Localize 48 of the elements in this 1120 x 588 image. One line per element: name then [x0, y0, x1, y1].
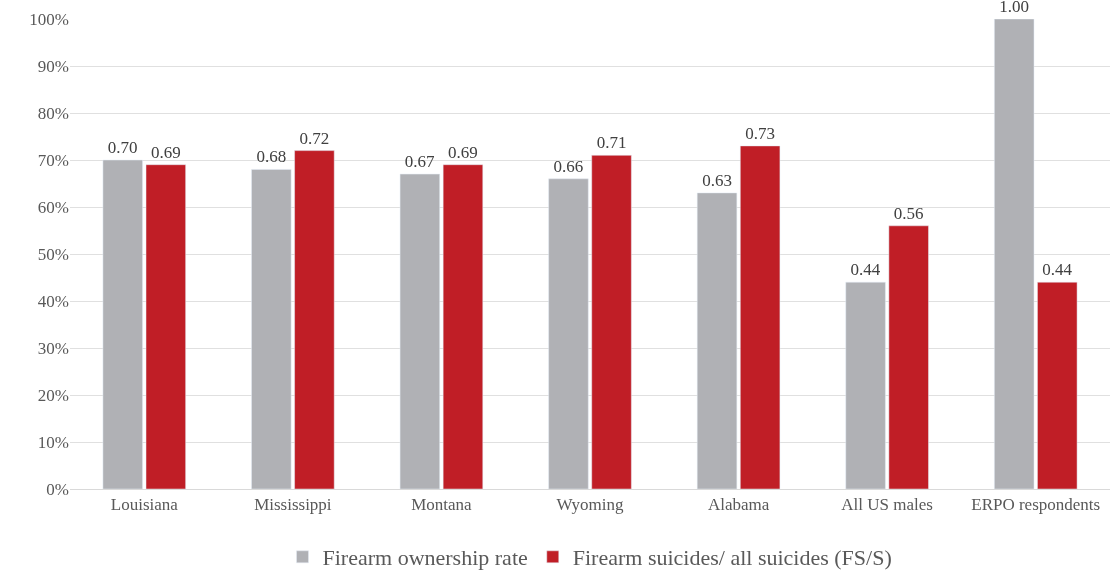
data-label: 0.69	[150, 142, 181, 162]
bar	[994, 19, 1035, 489]
y-tick-label: 40%	[37, 291, 69, 311]
y-tick-label: 30%	[37, 338, 69, 358]
y-tick-label: 70%	[37, 150, 69, 170]
y-tick-label: 20%	[37, 385, 69, 405]
x-tick-label: Wyoming	[556, 495, 624, 515]
data-label: 0.69	[448, 142, 478, 162]
data-label: 0.44	[1042, 260, 1073, 280]
bar	[548, 178, 589, 489]
data-label: 0.68	[256, 147, 287, 167]
data-label: 0.72	[299, 128, 330, 148]
y-tick-label: 50%	[37, 244, 69, 264]
legend-label: Firearm ownership rate	[322, 545, 528, 571]
y-tick-label: 80%	[37, 103, 69, 123]
bar	[1037, 281, 1078, 489]
bar	[251, 169, 292, 489]
x-tick-label: Montana	[411, 495, 473, 515]
data-label: 0.66	[553, 156, 584, 176]
y-tick-label: 60%	[37, 197, 69, 217]
bar	[294, 150, 335, 489]
bar	[696, 192, 738, 489]
data-label: 0.70	[107, 138, 138, 157]
bar	[845, 281, 886, 489]
data-label: 0.67	[404, 152, 436, 172]
bar	[442, 164, 484, 489]
x-tick-label: Alabama	[707, 495, 770, 515]
y-tick-label: 100%	[29, 9, 69, 29]
x-tick-label: All US males	[841, 495, 933, 515]
bar	[740, 145, 781, 489]
y-tick-label: 90%	[37, 56, 69, 76]
y-tick-label: 0%	[46, 479, 69, 499]
data-label: 1.00	[999, 0, 1030, 16]
x-tick-label: Mississippi	[254, 495, 332, 515]
bar	[102, 159, 143, 489]
data-label: 0.73	[745, 123, 775, 143]
bar	[888, 225, 929, 489]
data-label: 0.71	[596, 133, 627, 153]
data-label: 0.63	[702, 170, 732, 190]
x-tick-label: Louisiana	[110, 495, 179, 515]
x-tick-label: ERPO respondents	[971, 495, 1101, 515]
legend-label: Firearm suicides/ all suicides (FS/S)	[572, 545, 892, 571]
bar	[591, 155, 632, 489]
data-label: 0.44	[850, 260, 881, 280]
y-tick-label: 10%	[37, 432, 69, 452]
bar	[399, 173, 440, 489]
bar	[145, 164, 186, 489]
data-label: 0.56	[893, 203, 924, 223]
